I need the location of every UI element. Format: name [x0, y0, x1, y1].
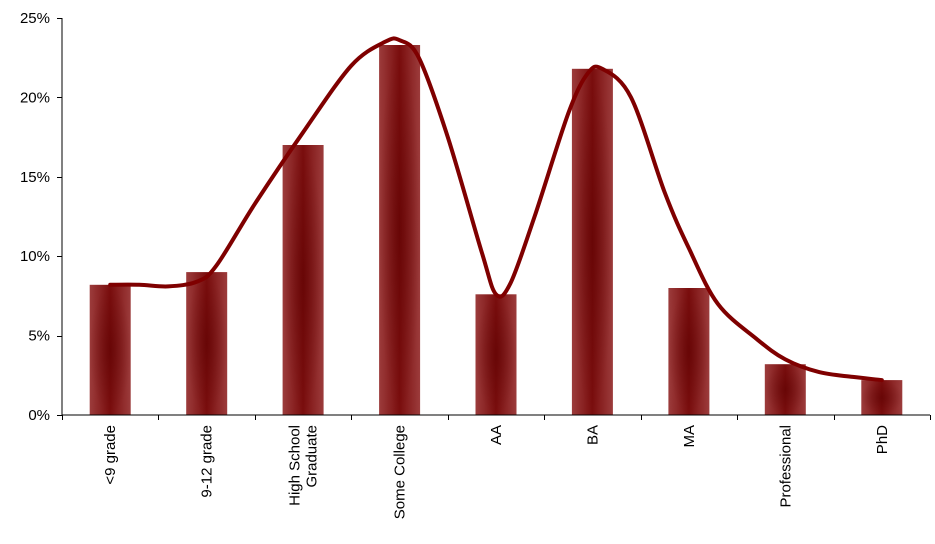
x-tick-label: Some College	[392, 425, 409, 519]
bar-shade	[571, 68, 613, 416]
bar	[571, 68, 613, 416]
bar-shade	[475, 294, 517, 415]
bar	[186, 272, 228, 415]
x-tick-label-line: Graduate	[304, 425, 321, 488]
x-tick-label-line: BA	[584, 425, 601, 445]
y-tick-label: 10%	[20, 248, 50, 265]
bar	[475, 294, 517, 415]
bar-shade	[89, 284, 131, 415]
trend-curve	[108, 36, 884, 383]
axes-layer	[57, 18, 931, 420]
x-tick-label-line: Some College	[392, 425, 409, 519]
bar	[379, 45, 421, 415]
x-tick-label: 9-12 grade	[199, 425, 216, 498]
x-tick-label: BA	[584, 425, 601, 445]
bars-layer	[89, 45, 903, 416]
x-tick-label-line: 9-12 grade	[199, 425, 216, 498]
x-tick-label: AA	[488, 425, 505, 445]
trend-curve-layer	[108, 36, 884, 383]
bar-shade	[861, 380, 903, 415]
bar-shade	[379, 45, 421, 415]
x-tick-label-line: High School	[287, 425, 304, 506]
x-tick-label-line: MA	[681, 425, 698, 448]
bar-shade	[282, 145, 324, 415]
x-tick-label: PhD	[874, 425, 891, 454]
x-tick-label: <9 grade	[102, 425, 119, 485]
x-tick-label: Professional	[777, 425, 794, 508]
x-tick-label-line: PhD	[874, 425, 891, 454]
labels-layer: 0% 5% 10% 15% 20% 25% <9 grade 9-12 grade High S…	[20, 10, 891, 519]
bar-shade	[186, 272, 228, 415]
x-tick-label: MA	[681, 425, 698, 448]
y-tick-label: 25%	[20, 10, 50, 27]
bar	[89, 284, 131, 415]
x-tick-label-line: Professional	[777, 425, 794, 508]
y-tick-label: 5%	[28, 328, 50, 345]
bar	[764, 364, 806, 415]
x-tick-label: High SchoolGraduate	[287, 425, 321, 506]
bar	[282, 145, 324, 415]
y-tick-label: 0%	[28, 407, 50, 424]
bar-shade	[764, 364, 806, 415]
bar	[668, 288, 710, 415]
bar-shade	[668, 288, 710, 415]
bar	[861, 380, 903, 415]
y-tick-label: 20%	[20, 89, 50, 106]
x-tick-label-line: <9 grade	[102, 425, 119, 485]
y-tick-label: 15%	[20, 169, 50, 186]
x-tick-label-line: AA	[488, 425, 505, 445]
